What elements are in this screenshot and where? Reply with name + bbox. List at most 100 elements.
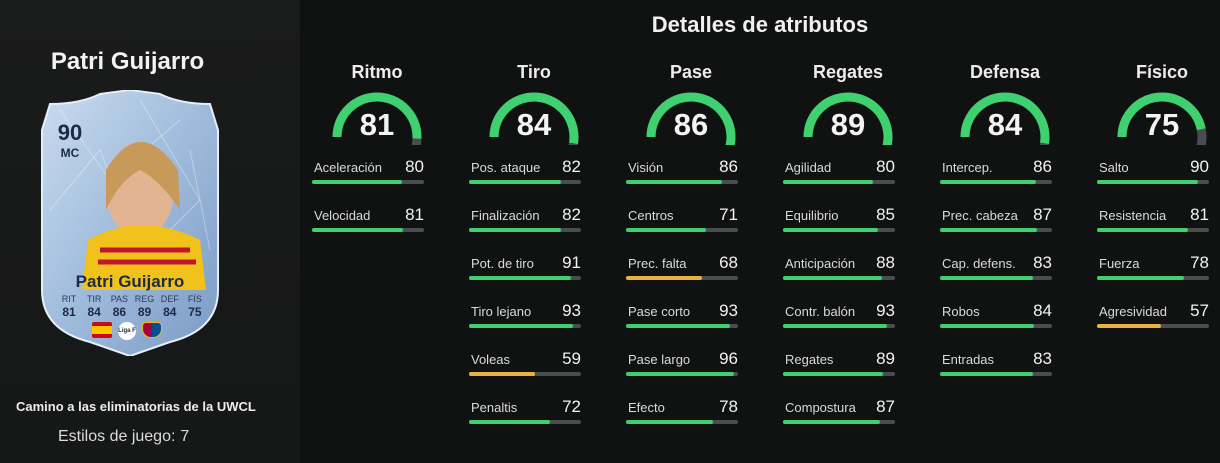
stat-value: 83 [1033, 253, 1052, 272]
card-stat-labels: RIT TIR PAS REG DEF FÍS [58, 294, 206, 304]
stat-bar-track [783, 372, 895, 376]
stat-bar-track [940, 324, 1052, 328]
category-gauge: 84 [487, 89, 581, 145]
stat-row[interactable]: Velocidad 81 [312, 205, 424, 253]
card-stat-value: 86 [112, 305, 127, 319]
stat-bar-track [626, 228, 738, 232]
stat-name: Tiro lejano [471, 304, 532, 319]
stat-bar-track [1097, 180, 1209, 184]
stat-row[interactable]: Contr. balón 93 [783, 301, 895, 349]
category-2: Pase 86 Visión 86 Centros 71 Prec. falta 68 Pase… [626, 62, 738, 445]
stat-list: Agilidad 80 Equilibrio 85 Anticipación 88 Cont… [783, 157, 895, 445]
card-stat-label: PAS [110, 294, 129, 304]
stat-row[interactable]: Agresividad 57 [1097, 301, 1209, 349]
card-stat-value: 84 [87, 305, 101, 319]
card-position: MC [60, 146, 80, 160]
gauge-fill [1117, 92, 1206, 138]
playstyles-label: Estilos de juego: [58, 428, 176, 445]
stat-bar-fill [626, 276, 703, 280]
category-name: Regates [812, 62, 884, 82]
stat-value: 86 [1033, 157, 1052, 176]
stat-row[interactable]: Efecto 78 [626, 397, 738, 445]
stat-bar-fill [1097, 324, 1161, 328]
stat-name: Centros [628, 208, 674, 223]
stat-bar-fill [626, 180, 723, 184]
stat-row[interactable]: Salto 90 [1097, 157, 1209, 205]
stat-value: 93 [562, 301, 581, 320]
category-gauge: 75 [1115, 89, 1209, 145]
stat-list: Intercep. 86 Prec. cabeza 87 Cap. defens. 83 R… [940, 157, 1052, 397]
stat-name: Compostura [785, 400, 856, 415]
player-card[interactable]: 90 MC Patri Guijarro RIT TIR PAS REG DEF… [40, 90, 220, 356]
stat-row[interactable]: Voleas 59 [469, 349, 581, 397]
stat-list: Salto 90 Resistencia 81 Fuerza 78 Agresividad 5… [1097, 157, 1209, 349]
stat-bar-fill [783, 276, 882, 280]
stat-row[interactable]: Pase corto 93 [626, 301, 738, 349]
stat-row[interactable]: Entradas 83 [940, 349, 1052, 397]
stat-bar-track [626, 276, 738, 280]
stat-name: Pot. de tiro [471, 256, 534, 271]
stat-row[interactable]: Pos. ataque 82 [469, 157, 581, 205]
stat-row[interactable]: Fuerza 78 [1097, 253, 1209, 301]
stat-row[interactable]: Equilibrio 85 [783, 205, 895, 253]
stat-row[interactable]: Agilidad 80 [783, 157, 895, 205]
playstyles-count[interactable]: Estilos de juego: 7 [58, 428, 189, 446]
stat-bar-track [469, 372, 581, 376]
stat-bar-track [783, 276, 895, 280]
stat-value: 85 [876, 205, 895, 224]
stat-bar-fill [626, 228, 706, 232]
stat-bar-fill [783, 180, 873, 184]
stat-bar-fill [783, 420, 881, 424]
stat-name: Visión [628, 160, 664, 175]
category-gauge: 81 [330, 89, 424, 145]
stat-row[interactable]: Robos 84 [940, 301, 1052, 349]
category-value: 75 [1144, 107, 1180, 142]
stat-value: 93 [719, 301, 738, 320]
stat-row[interactable]: Resistencia 81 [1097, 205, 1209, 253]
stat-name: Anticipación [785, 256, 856, 271]
stat-name: Agilidad [785, 160, 832, 175]
card-stat-label: DEF [160, 294, 179, 304]
stat-row[interactable]: Regates 89 [783, 349, 895, 397]
card-rating: 90 [57, 120, 83, 145]
stat-bar-track [940, 372, 1052, 376]
stat-list: Aceleración 80 Velocidad 81 [312, 157, 424, 253]
category-gauge: 86 [644, 89, 738, 145]
category-value: 84 [987, 107, 1023, 142]
stat-row[interactable]: Cap. defens. 83 [940, 253, 1052, 301]
stat-row[interactable]: Visión 86 [626, 157, 738, 205]
stat-value: 71 [719, 205, 738, 224]
category-3: Regates 89 Agilidad 80 Equilibrio 85 Anticipac… [783, 62, 895, 445]
stat-row[interactable]: Intercep. 86 [940, 157, 1052, 205]
stat-bar-fill [626, 372, 734, 376]
stat-row[interactable]: Pot. de tiro 91 [469, 253, 581, 301]
stat-value: 81 [1190, 205, 1209, 224]
stat-bar-track [783, 228, 895, 232]
stat-bar-fill [940, 372, 1033, 376]
stat-bar-fill [940, 276, 1033, 280]
category-name: Físico [1135, 62, 1188, 82]
category-name: Pase [669, 62, 713, 82]
stat-bar-track [469, 228, 581, 232]
stat-value: 81 [405, 205, 424, 224]
stat-bar-fill [469, 372, 536, 376]
stat-row[interactable]: Pase largo 96 [626, 349, 738, 397]
stat-row[interactable]: Centros 71 [626, 205, 738, 253]
stat-row[interactable]: Compostura 87 [783, 397, 895, 445]
stat-row[interactable]: Finalización 82 [469, 205, 581, 253]
card-badges: Liga F [92, 322, 162, 340]
stat-row[interactable]: Tiro lejano 93 [469, 301, 581, 349]
category-value: 84 [516, 107, 552, 142]
stat-row[interactable]: Prec. cabeza 87 [940, 205, 1052, 253]
stat-row[interactable]: Penaltis 72 [469, 397, 581, 445]
stat-name: Agresividad [1099, 304, 1167, 319]
stat-row[interactable]: Aceleración 80 [312, 157, 424, 205]
stat-bar-track [469, 180, 581, 184]
category-4: Defensa 84 Intercep. 86 Prec. cabeza 87 Cap. d… [940, 62, 1052, 397]
stat-value: 91 [562, 253, 581, 272]
stat-row[interactable]: Prec. falta 68 [626, 253, 738, 301]
stat-row[interactable]: Anticipación 88 [783, 253, 895, 301]
stat-bar-track [469, 324, 581, 328]
spain-flag-icon [92, 322, 112, 338]
card-stat-value: 84 [163, 305, 177, 319]
